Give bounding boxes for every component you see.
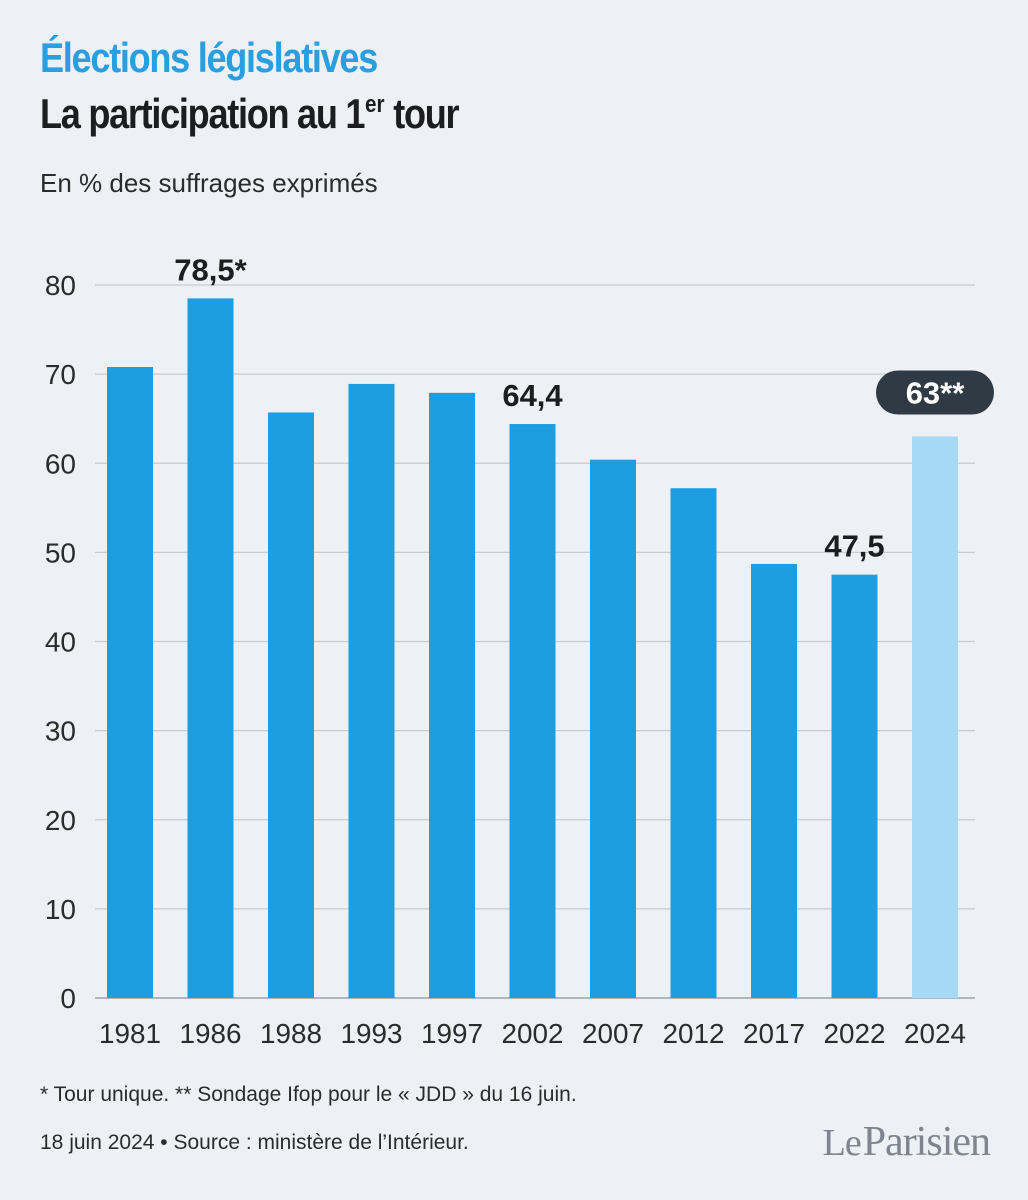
logo-parisien: Parisien (862, 1119, 991, 1165)
y-tick-label: 40 (45, 627, 76, 658)
data-label: 64,4 (502, 378, 563, 413)
data-label: 47,5 (824, 529, 884, 564)
title-superscript: er (365, 91, 385, 118)
bar-2012 (670, 488, 717, 998)
y-tick-label: 50 (45, 537, 76, 568)
x-tick-label: 1988 (260, 1018, 322, 1049)
x-tick-label: 2022 (824, 1018, 886, 1049)
source-line: 18 juin 2024 • Source : ministère de l’I… (40, 1131, 469, 1154)
y-tick-label: 30 (45, 716, 76, 747)
x-tick-label: 1993 (341, 1018, 403, 1049)
y-tick-label: 20 (45, 805, 76, 836)
bar-2002 (509, 424, 556, 998)
bar-1986 (187, 298, 234, 998)
y-tick-label: 80 (45, 270, 76, 301)
chart-kicker: Élections législatives (40, 34, 378, 81)
bar-2017 (751, 563, 797, 998)
y-tick-label: 70 (45, 359, 76, 390)
x-tick-label: 1986 (180, 1018, 242, 1049)
le-parisien-logo: LeParisien (822, 1118, 991, 1166)
bar-chart: 0 10 20 30 40 50 60 70 80 1981 1986 1988 1993 1997 200… (45, 252, 994, 1049)
y-tick-label: 0 (60, 983, 76, 1014)
value-badge (876, 370, 994, 415)
chart-subtitle: En % des suffrages exprimés (40, 168, 378, 198)
bar-2022 (831, 574, 878, 998)
bar-1993 (348, 383, 395, 999)
bar-2007 (590, 459, 636, 998)
x-tick-label: 1997 (421, 1018, 483, 1049)
bar-1988 (268, 412, 314, 999)
x-tick-label: 2002 (502, 1018, 564, 1049)
bar-1997 (429, 392, 475, 998)
x-tick-label: 1981 (99, 1018, 161, 1049)
footnote: * Tour unique. ** Sondage Ifop pour le «… (40, 1083, 577, 1106)
logo-le: Le (822, 1122, 862, 1164)
x-tick-label: 2012 (663, 1018, 725, 1049)
title-main: La participation au 1 (40, 90, 365, 137)
x-tick-label: 2024 (904, 1018, 966, 1049)
y-tick-label: 10 (45, 894, 76, 925)
data-label: 63** (906, 376, 966, 411)
bar-1981 (107, 366, 153, 998)
bar-2024 (912, 436, 958, 998)
chart-title: La participation au 1er tour (40, 90, 460, 138)
x-tick-label: 2007 (582, 1018, 644, 1049)
x-tick-label: 2017 (743, 1018, 805, 1049)
title-end: tour (384, 90, 459, 137)
data-label: 78,5* (174, 252, 247, 287)
y-tick-label: 60 (45, 448, 76, 479)
